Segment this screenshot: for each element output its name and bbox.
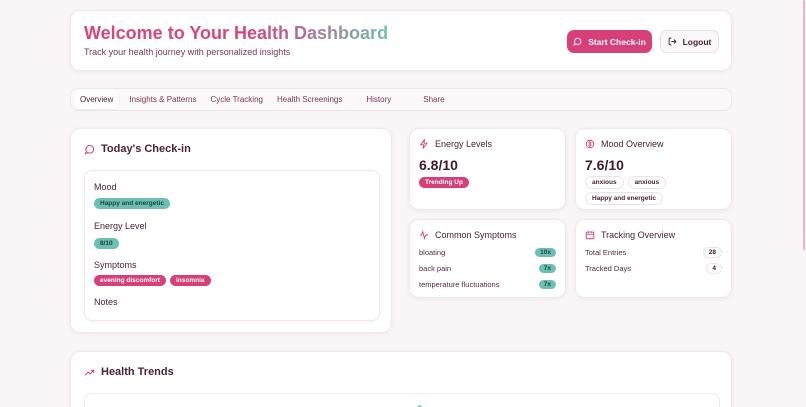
tracking-row: Tracked Days 4 [585,262,722,274]
total-entries-value: 28 [702,246,722,258]
energy-average-value: 6.8/10 [419,157,458,173]
mood-overview-title: Mood Overview [585,139,664,149]
trending-up-icon [84,367,95,378]
scrollbar-thumb[interactable] [803,0,805,250]
energy-value-badge: 8/10 [94,238,119,249]
health-trends-chart-area [84,393,720,407]
mood-overview-card: Mood Overview 7.6/10 anxious anxious Hap… [575,128,732,210]
notes-label: Notes [94,297,118,307]
logout-label: Logout [682,36,712,47]
start-checkin-label: Start Check-in [588,36,646,47]
tab-health-screenings[interactable]: Health Screenings [276,95,343,104]
symptom-badge: evening discomfort [94,275,166,286]
mood-average-value: 7.6/10 [585,157,624,173]
symptom-count-badge: 7x [538,279,556,289]
checkin-title: Today's Check-in [84,143,191,155]
page-subtitle: Track your health journey with personali… [84,47,291,57]
todays-checkin-card: Today's Check-in Mood Happy and energeti… [70,128,392,333]
mood-tag: anxious [585,176,624,189]
symptom-badge: insomnia [169,275,211,286]
brain-icon [585,139,595,149]
tracking-row: Total Entries 28 [585,246,722,258]
tab-bar: Overview Insights & Patterns Cycle Track… [70,88,732,111]
message-circle-icon [84,144,95,155]
symptom-row: back pain 7x [419,262,556,274]
zap-icon [419,139,429,149]
mood-label: Mood [94,182,117,192]
symptom-count-badge: 10x [535,247,556,257]
symptom-count-badge: 7x [538,263,556,273]
symptom-row: bloating 10x [419,246,556,258]
mood-tag: Happy and energetic [585,192,663,205]
logout-icon [668,37,677,46]
message-circle-icon [573,37,582,46]
tab-cycle-tracking[interactable]: Cycle Tracking [210,95,263,104]
activity-icon [419,230,429,240]
mood-value-badge: Happy and energetic [94,198,170,209]
start-checkin-button[interactable]: Start Check-in [567,30,652,53]
common-symptoms-card: Common Symptoms bloating 10x back pain 7… [409,219,566,298]
chart-point [417,405,422,407]
tracking-overview-card: Tracking Overview Total Entries 28 Track… [575,219,732,298]
tracked-days-value: 4 [706,262,722,274]
logout-button[interactable]: Logout [660,30,719,53]
energy-levels-title: Energy Levels [419,139,492,149]
tab-insights-patterns[interactable]: Insights & Patterns [129,95,197,104]
common-symptoms-title: Common Symptoms [419,230,517,240]
header-card: Welcome to Your Health Dashboard Track y… [70,10,732,71]
page-scrollbar[interactable] [802,0,806,407]
energy-level-label: Energy Level [94,221,147,231]
page-title: Welcome to Your Health Dashboard [84,23,389,43]
tab-history[interactable]: History [366,95,392,104]
calendar-icon [585,230,595,240]
energy-trend-badge: Trending Up [419,177,469,188]
energy-levels-card: Energy Levels 6.8/10 Trending Up [409,128,566,210]
health-trends-title: Health Trends [84,366,174,378]
tab-overview[interactable]: Overview [74,90,120,109]
symptom-row: temperature fluctuations 7x [419,278,556,290]
checkin-details: Mood Happy and energetic Energy Level 8/… [84,170,380,321]
mood-tag: anxious [627,176,667,189]
health-trends-card: Health Trends [70,351,732,407]
tracking-overview-title: Tracking Overview [585,230,675,240]
symptoms-label: Symptoms [94,260,137,270]
tab-share[interactable]: Share [423,95,445,104]
